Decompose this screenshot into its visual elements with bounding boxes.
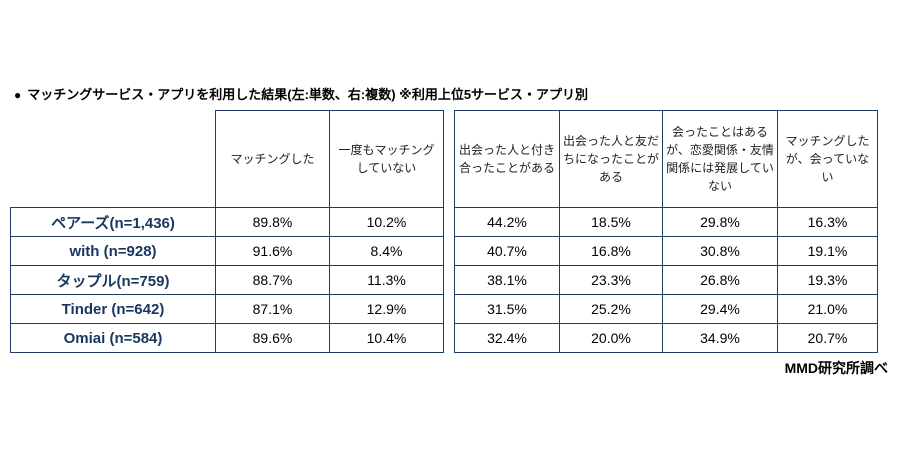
data-cell: 19.1% bbox=[777, 236, 878, 266]
data-cell: 16.3% bbox=[777, 207, 878, 237]
data-cell: 88.7% bbox=[215, 265, 330, 295]
data-cell: 20.0% bbox=[559, 323, 663, 353]
data-cell: 40.7% bbox=[454, 236, 560, 266]
data-cell: 38.1% bbox=[454, 265, 560, 295]
data-cell: 89.8% bbox=[215, 207, 330, 237]
data-cell: 29.8% bbox=[662, 207, 778, 237]
data-cell: 89.6% bbox=[215, 323, 330, 353]
column-header: 一度もマッチングしていない bbox=[329, 110, 444, 208]
table-row: 44.2% 18.5% 29.8% 16.3% bbox=[454, 207, 878, 237]
data-cell: 32.4% bbox=[454, 323, 560, 353]
column-header: 出会った人と付き合ったことがある bbox=[454, 110, 560, 208]
table-row: 32.4% 20.0% 34.9% 20.7% bbox=[454, 323, 878, 353]
table-row: 40.7% 16.8% 30.8% 19.1% bbox=[454, 236, 878, 266]
data-cell: 10.2% bbox=[329, 207, 444, 237]
table-row: 31.5% 25.2% 29.4% 21.0% bbox=[454, 294, 878, 324]
column-header: 出会った人と友だちになったことがある bbox=[559, 110, 663, 208]
source-credit: MMD研究所調べ bbox=[784, 360, 888, 376]
header-row: 出会った人と付き合ったことがある 出会った人と友だちになったことがある 会ったこ… bbox=[454, 110, 878, 208]
row-label: Tinder (n=642) bbox=[10, 294, 216, 324]
data-cell: 25.2% bbox=[559, 294, 663, 324]
multi-answer-table: 出会った人と付き合ったことがある 出会った人と友だちになったことがある 会ったこ… bbox=[454, 110, 878, 353]
row-label: ペアーズ(n=1,436) bbox=[10, 207, 216, 237]
table-row: with (n=928) 91.6% 8.4% bbox=[10, 236, 444, 266]
data-cell: 18.5% bbox=[559, 207, 663, 237]
data-cell: 26.8% bbox=[662, 265, 778, 295]
data-cell: 10.4% bbox=[329, 323, 444, 353]
data-cell: 91.6% bbox=[215, 236, 330, 266]
data-cell: 23.3% bbox=[559, 265, 663, 295]
row-label: with (n=928) bbox=[10, 236, 216, 266]
column-header: マッチングした bbox=[215, 110, 330, 208]
bullet-icon: ● bbox=[14, 88, 22, 102]
single-answer-table: マッチングした 一度もマッチングしていない ペアーズ(n=1,436) 89.8… bbox=[10, 110, 444, 353]
column-header: 会ったことはあるが、恋愛関係・友情関係には発展していない bbox=[662, 110, 778, 208]
data-cell: 19.3% bbox=[777, 265, 878, 295]
table-row: 38.1% 23.3% 26.8% 19.3% bbox=[454, 265, 878, 295]
table-row: タップル(n=759) 88.7% 11.3% bbox=[10, 265, 444, 295]
table-row: ペアーズ(n=1,436) 89.8% 10.2% bbox=[10, 207, 444, 237]
page-title: ● マッチングサービス・アプリを利用した結果(左:単数、右:複数) ※利用上位5サ… bbox=[14, 84, 588, 103]
column-header: マッチングしたが、会っていない bbox=[777, 110, 878, 208]
data-cell: 30.8% bbox=[662, 236, 778, 266]
data-cell: 20.7% bbox=[777, 323, 878, 353]
header-row: マッチングした 一度もマッチングしていない bbox=[11, 110, 444, 208]
row-label: Omiai (n=584) bbox=[10, 323, 216, 353]
row-label: タップル(n=759) bbox=[10, 265, 216, 295]
data-cell: 31.5% bbox=[454, 294, 560, 324]
table-row: Omiai (n=584) 89.6% 10.4% bbox=[10, 323, 444, 353]
data-cell: 12.9% bbox=[329, 294, 444, 324]
data-cell: 29.4% bbox=[662, 294, 778, 324]
table-row: Tinder (n=642) 87.1% 12.9% bbox=[10, 294, 444, 324]
data-cell: 44.2% bbox=[454, 207, 560, 237]
data-cell: 8.4% bbox=[329, 236, 444, 266]
blank-corner-cell bbox=[11, 111, 216, 208]
data-cell: 21.0% bbox=[777, 294, 878, 324]
page-title-text: マッチングサービス・アプリを利用した結果(左:単数、右:複数) ※利用上位5サー… bbox=[27, 87, 589, 102]
data-cell: 34.9% bbox=[662, 323, 778, 353]
results-tables: マッチングした 一度もマッチングしていない ペアーズ(n=1,436) 89.8… bbox=[10, 110, 878, 353]
data-cell: 11.3% bbox=[329, 265, 444, 295]
data-cell: 16.8% bbox=[559, 236, 663, 266]
data-cell: 87.1% bbox=[215, 294, 330, 324]
